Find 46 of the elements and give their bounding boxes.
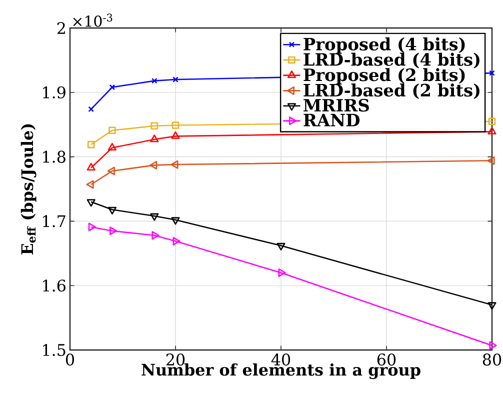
y-tick-label: 2	[57, 22, 65, 34]
point	[170, 160, 178, 169]
x-tick-label: 80	[482, 354, 502, 366]
point	[86, 162, 96, 170]
point	[489, 341, 497, 350]
point	[172, 122, 180, 129]
point	[488, 126, 496, 134]
point	[109, 226, 118, 236]
point	[108, 206, 116, 214]
point	[172, 76, 178, 82]
point	[86, 199, 96, 207]
point	[151, 78, 158, 84]
point	[150, 122, 158, 130]
y-tick-label: 1.6	[43, 280, 66, 292]
y-tick-label: 1.7	[43, 215, 66, 228]
point	[109, 84, 116, 90]
y-axis-title: E$_{eff}$ (bps/Joule)	[20, 124, 36, 255]
x-tick-label: 0	[66, 354, 74, 366]
point	[488, 118, 496, 126]
point	[488, 302, 496, 310]
point	[108, 142, 116, 151]
point	[152, 231, 160, 240]
legend-label: Proposed (2 bits)	[304, 68, 465, 85]
point	[87, 140, 95, 148]
point	[276, 242, 286, 251]
y-tick-label: 1.9	[43, 86, 66, 98]
point	[150, 160, 158, 170]
legend-label: MRIRS	[304, 98, 369, 112]
y-tick-label: 1.5	[43, 344, 66, 356]
point	[88, 222, 96, 232]
legend-label: RAND	[304, 114, 360, 126]
point	[171, 217, 180, 225]
point	[86, 180, 94, 189]
text: ×10$^{-3}$	[73, 14, 112, 27]
point	[107, 166, 115, 176]
legend-label: Proposed (4 bits)	[304, 37, 465, 54]
point	[172, 236, 180, 246]
point	[487, 156, 495, 165]
point	[150, 213, 159, 221]
y-tick-label: 1.8	[43, 150, 66, 163]
legend-label: LRD-based (4 bits)	[304, 52, 480, 68]
point	[150, 134, 159, 142]
point	[278, 268, 286, 277]
point	[171, 131, 180, 139]
legend-label: LRD-based (2 bits)	[304, 83, 480, 99]
point	[108, 126, 116, 134]
